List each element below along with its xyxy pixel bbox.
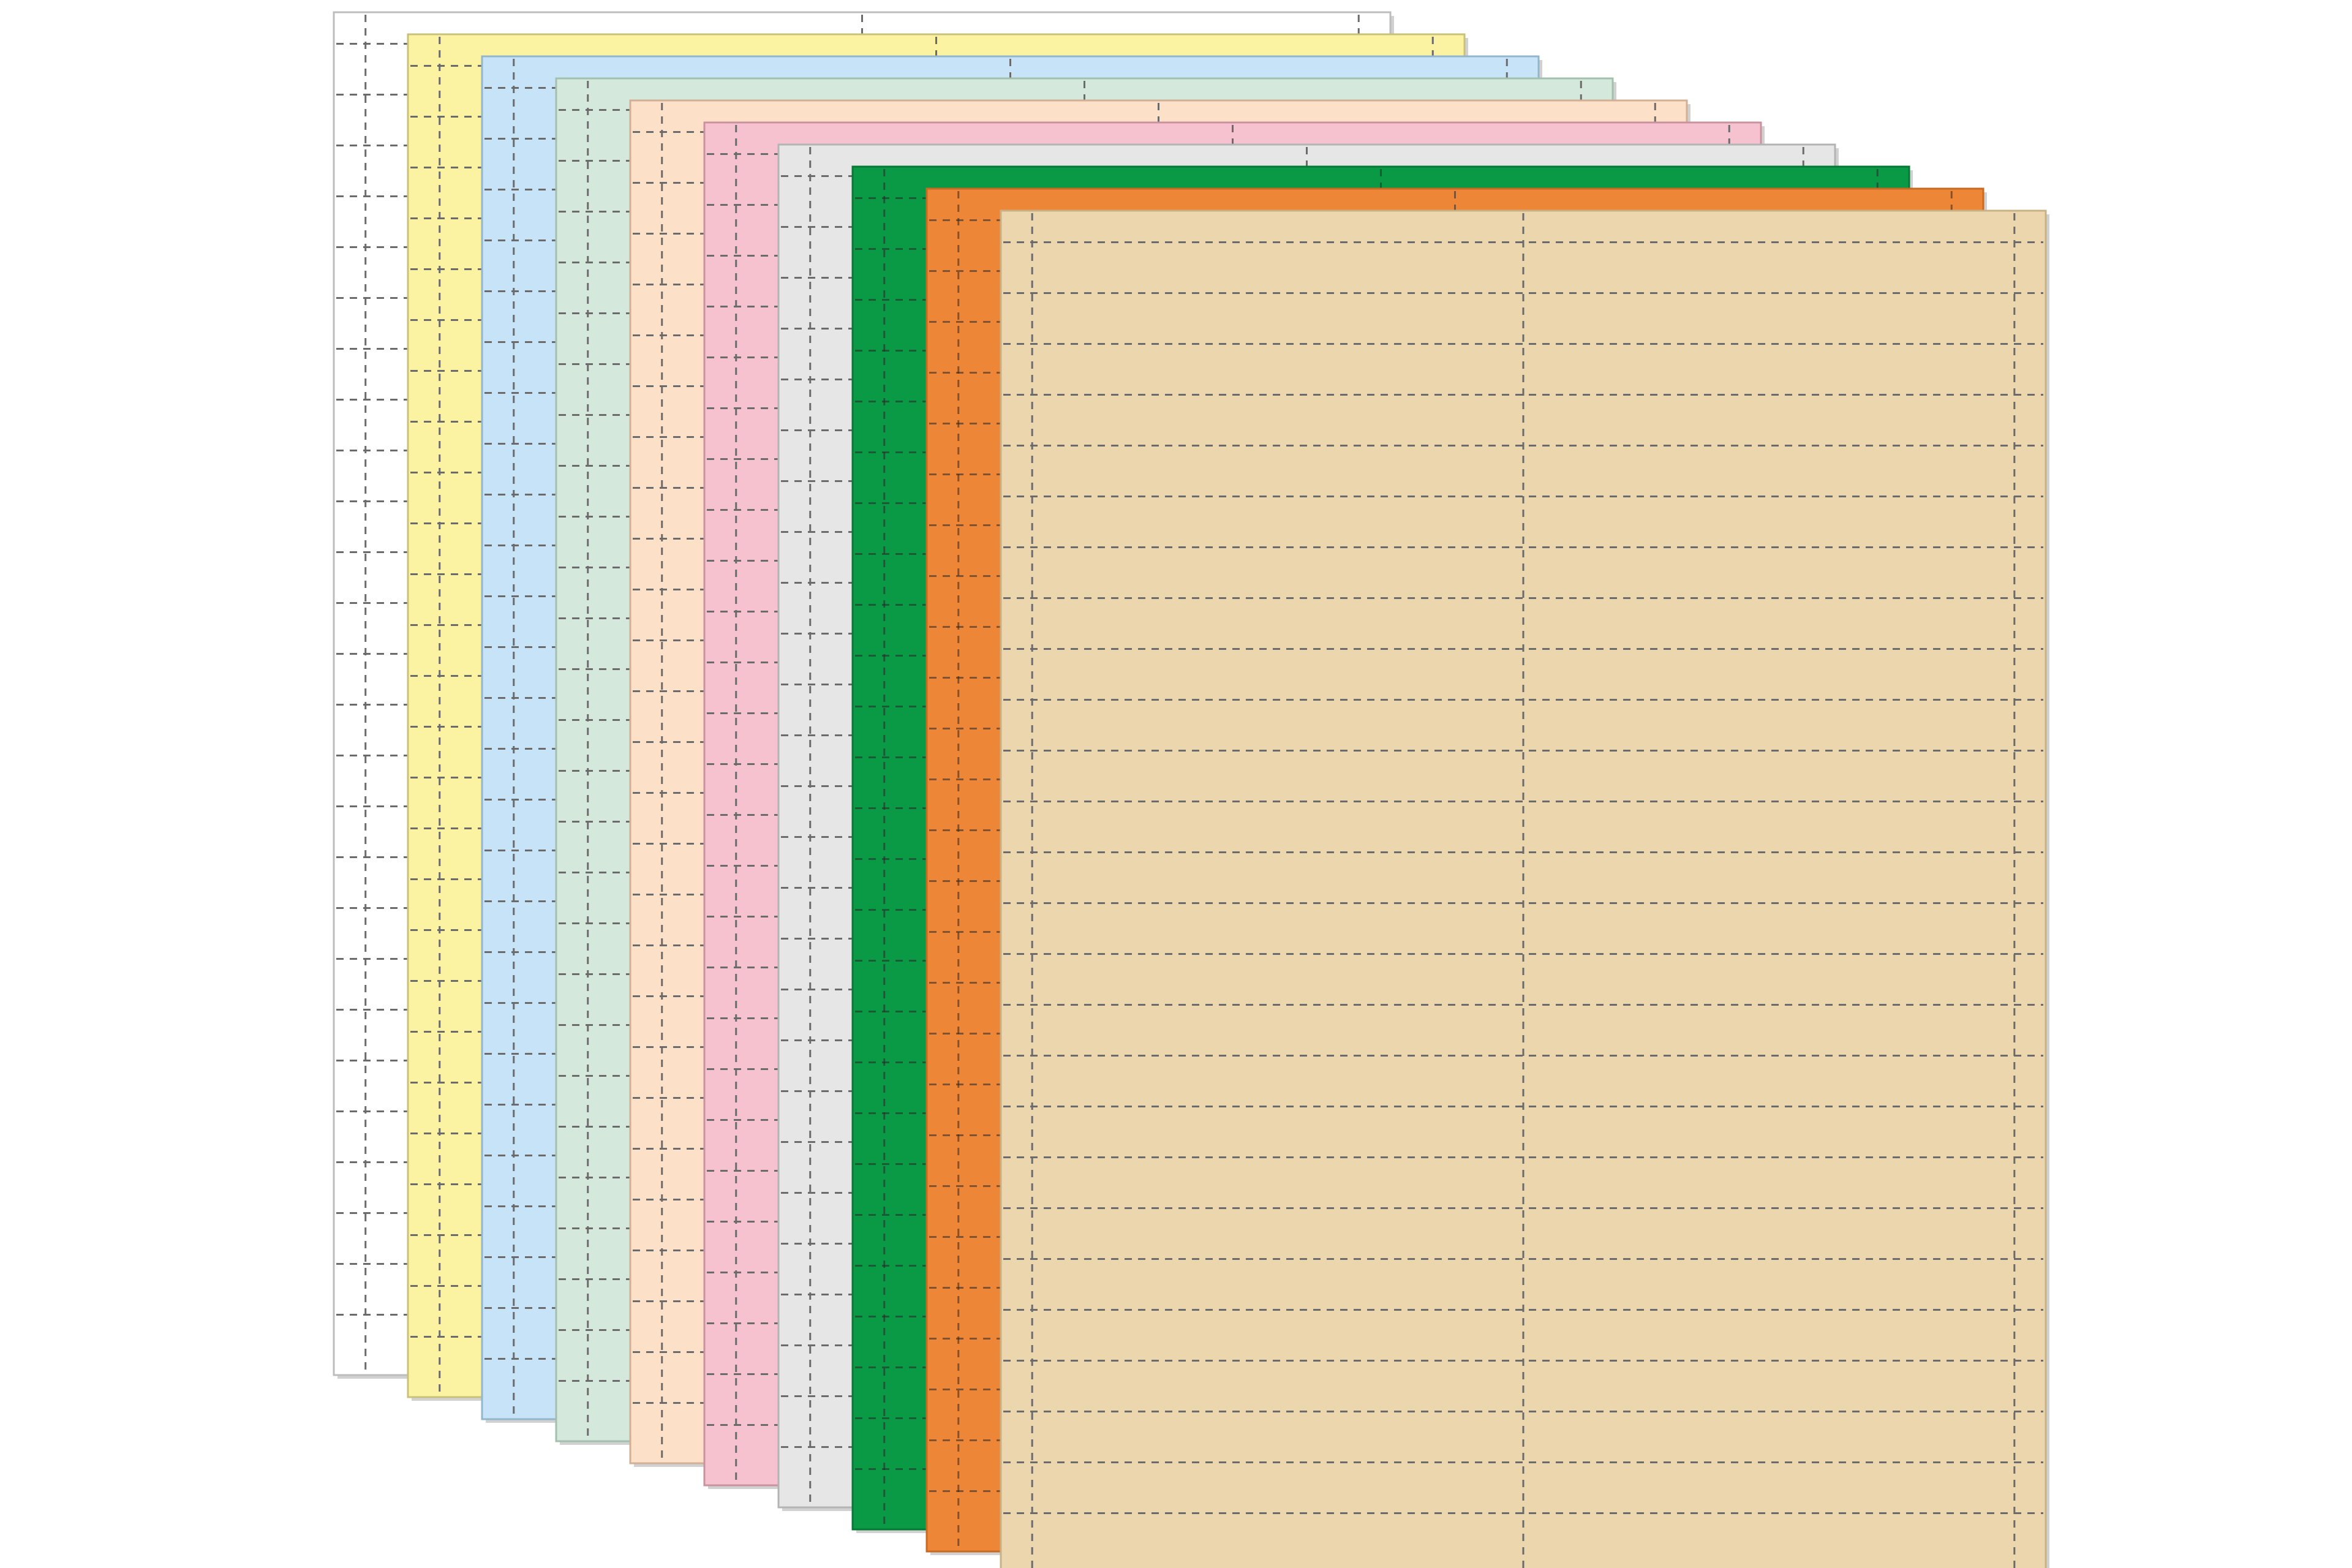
label-sheet-tan bbox=[1000, 209, 2049, 1568]
